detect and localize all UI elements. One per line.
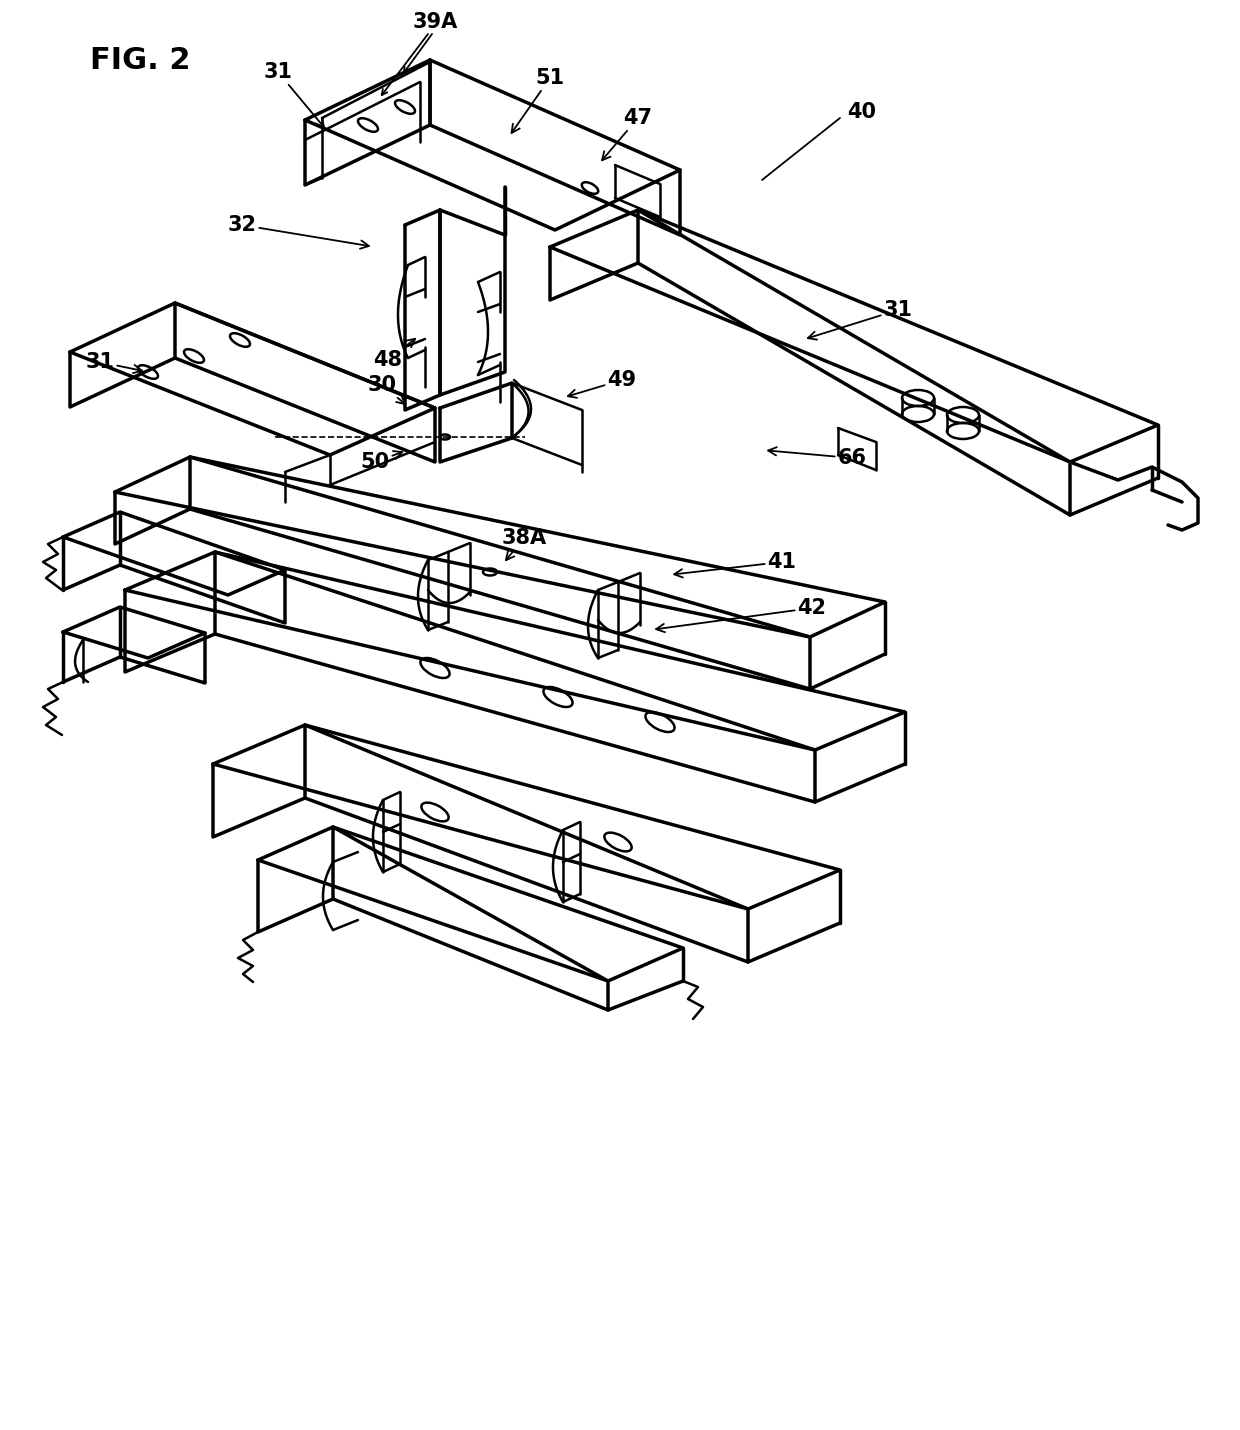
Text: FIG. 2: FIG. 2 bbox=[91, 46, 191, 74]
Text: 42: 42 bbox=[656, 598, 827, 632]
Text: 39A: 39A bbox=[413, 11, 458, 31]
Text: 49: 49 bbox=[568, 370, 636, 398]
Text: 31: 31 bbox=[808, 300, 913, 340]
Text: 48: 48 bbox=[373, 339, 415, 370]
Text: 51: 51 bbox=[512, 69, 564, 133]
Text: 30: 30 bbox=[367, 375, 405, 405]
Text: 38A: 38A bbox=[501, 528, 547, 561]
Text: 50: 50 bbox=[361, 450, 402, 472]
Text: 40: 40 bbox=[847, 102, 877, 122]
Text: 47: 47 bbox=[601, 109, 652, 160]
Text: 66: 66 bbox=[768, 448, 867, 468]
Text: 31: 31 bbox=[263, 61, 324, 127]
Text: 32: 32 bbox=[227, 214, 368, 249]
Text: 31: 31 bbox=[86, 352, 141, 373]
Text: 41: 41 bbox=[675, 552, 796, 578]
